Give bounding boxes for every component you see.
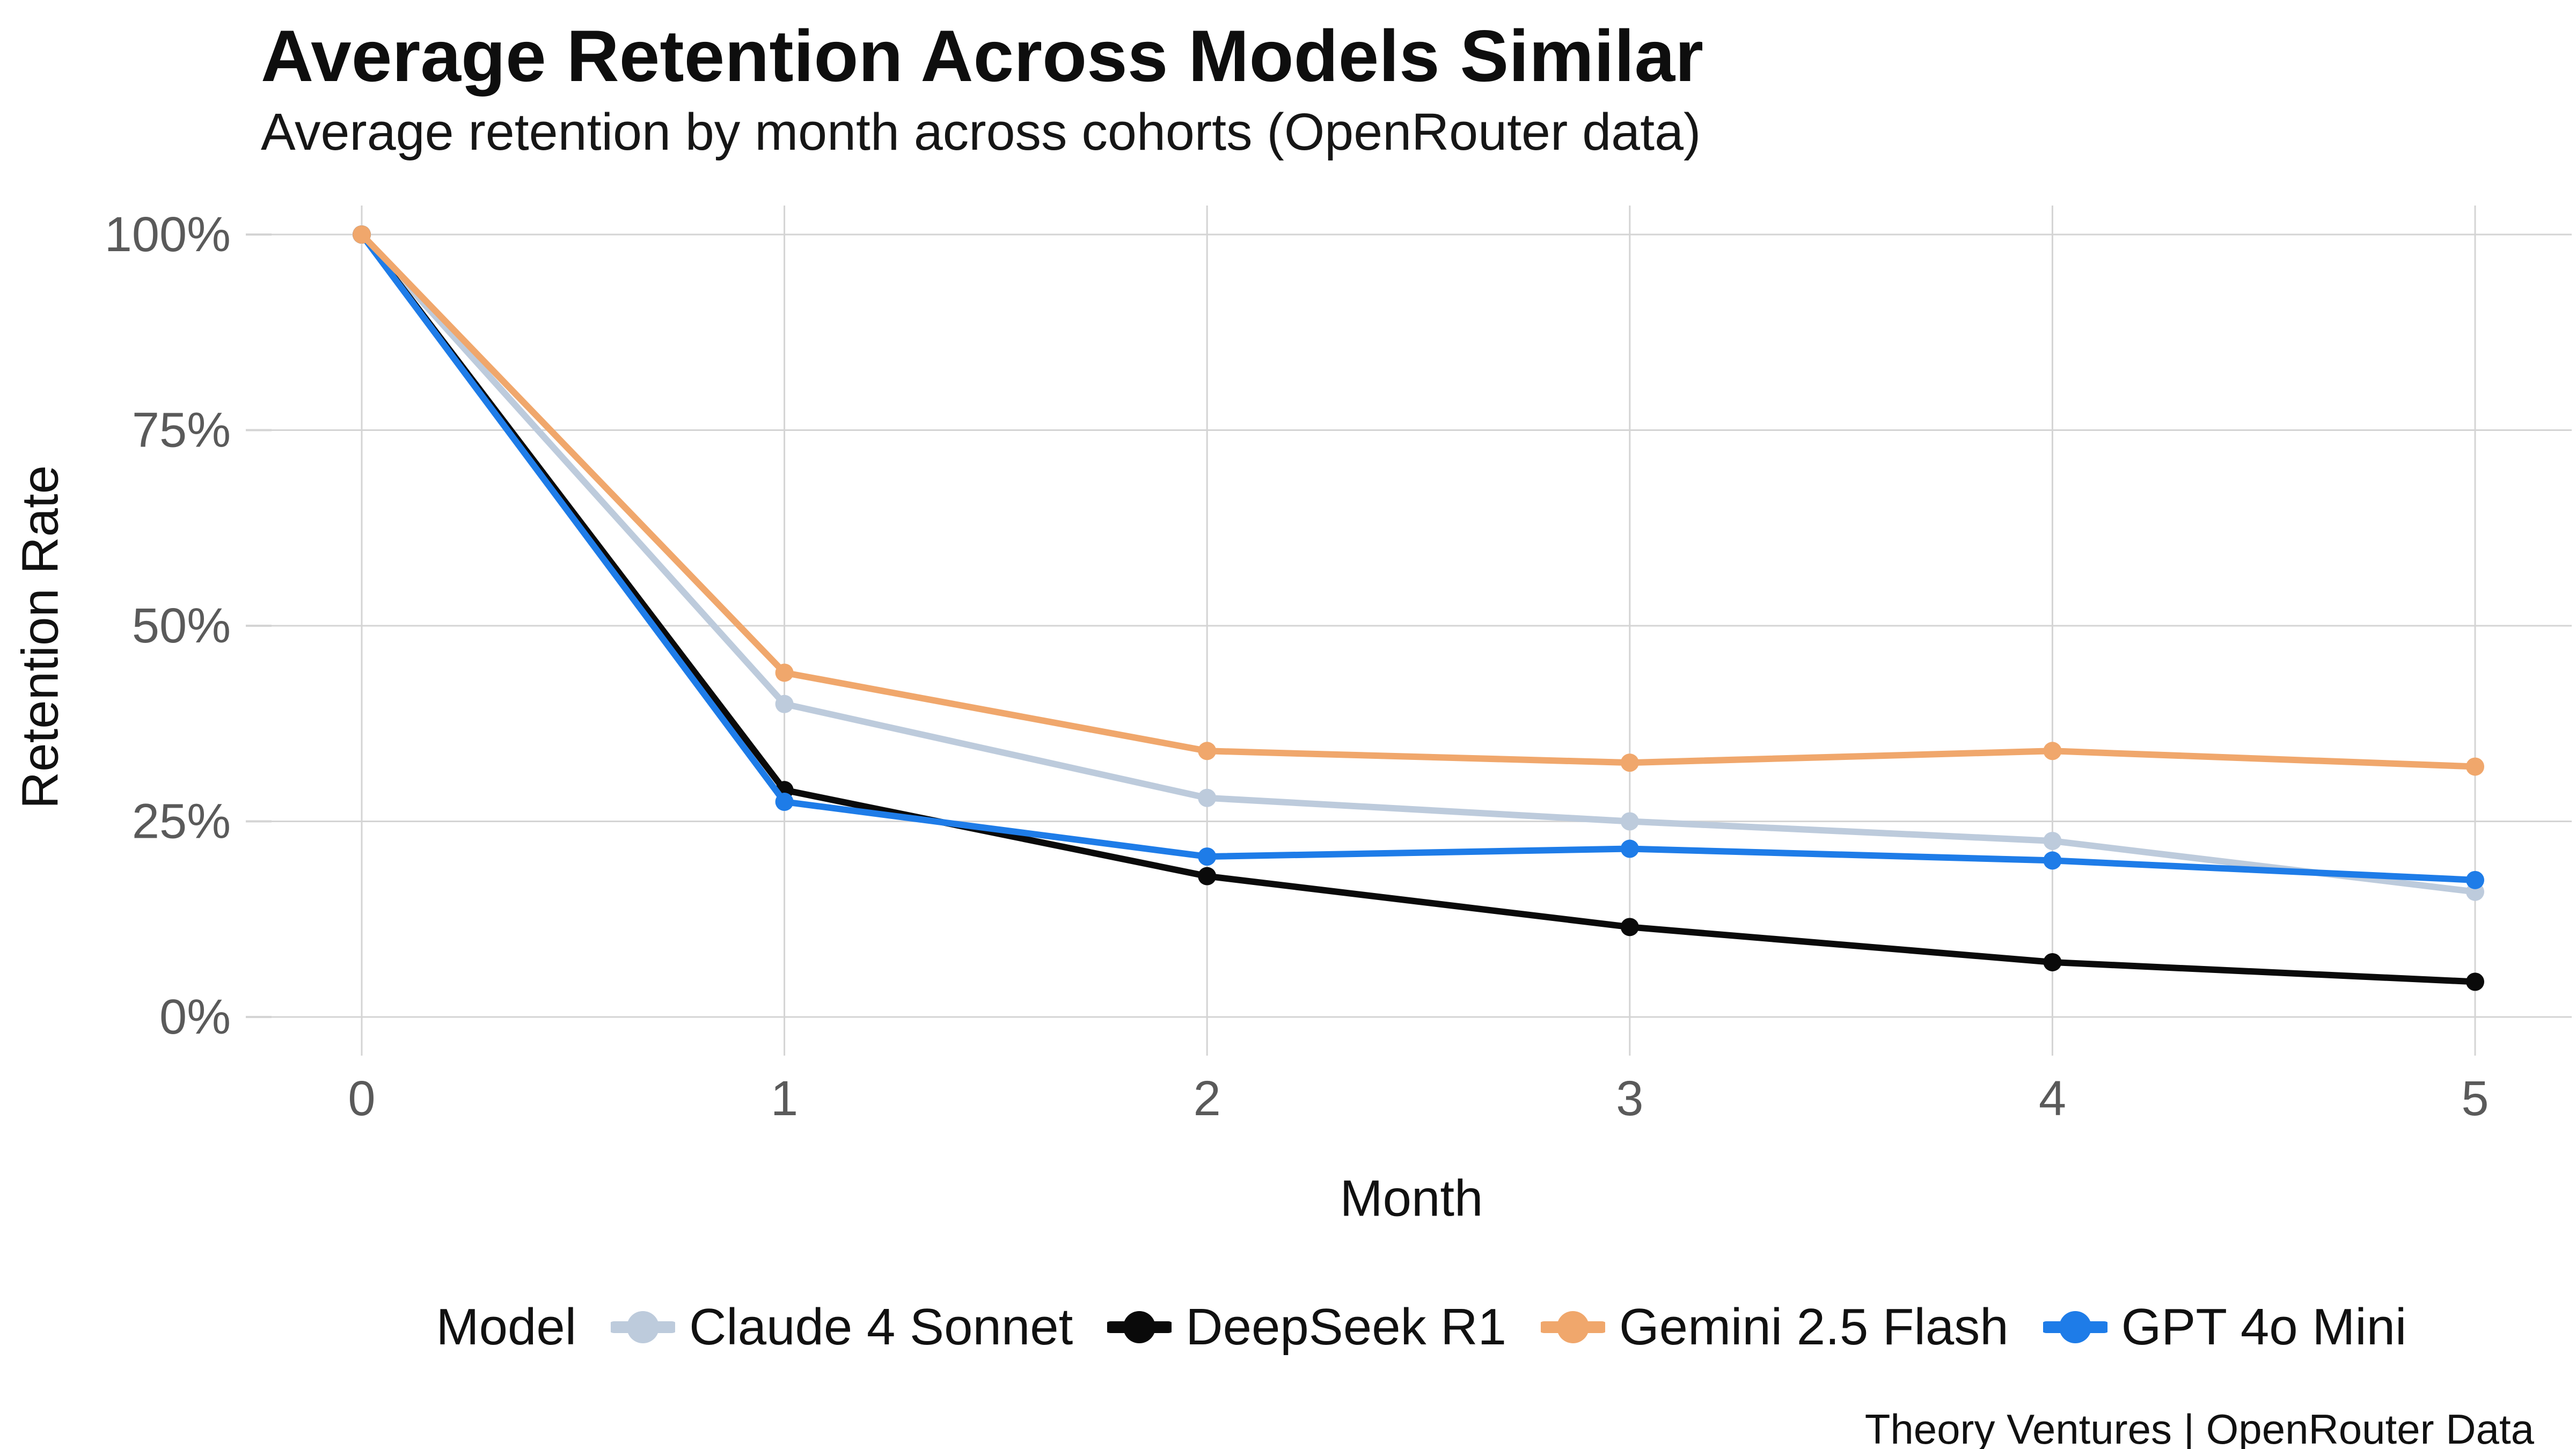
- y-axis-title: Retention Rate: [12, 465, 69, 809]
- y-tick-label: 50%: [132, 598, 231, 653]
- source-credit: Theory Ventures | OpenRouter Data: [1864, 1406, 2534, 1449]
- data-point: [1198, 867, 1217, 885]
- y-tick-label: 75%: [132, 403, 231, 458]
- x-tick-label: 1: [771, 1071, 798, 1126]
- data-point: [1198, 742, 1217, 760]
- x-tick-label: 3: [1616, 1071, 1643, 1126]
- data-point: [2043, 851, 2062, 870]
- legend-marker-icon: [1541, 1311, 1605, 1343]
- data-point: [2043, 831, 2062, 850]
- data-point: [775, 793, 794, 811]
- x-tick-label: 0: [348, 1071, 375, 1126]
- data-point: [2043, 742, 2062, 760]
- data-point: [2466, 972, 2484, 991]
- legend-item-gemini-2-5-flash: Gemini 2.5 Flash: [1541, 1298, 2009, 1357]
- series-line-claude-4-sonnet: [358, 231, 2478, 895]
- data-point: [1620, 918, 1639, 936]
- data-point: [353, 225, 371, 244]
- legend-marker-icon: [611, 1311, 676, 1343]
- chart-legend: Model Claude 4 Sonnet DeepSeek R1 Gemini 2…: [271, 1287, 2572, 1367]
- data-point: [1198, 847, 1217, 866]
- data-point: [775, 694, 794, 713]
- y-tick-label: 100%: [105, 207, 231, 262]
- legend-item-label: Gemini 2.5 Flash: [1619, 1298, 2009, 1356]
- chart-title: Average Retention Across Models Similar: [261, 15, 1704, 97]
- legend-title: Model: [436, 1298, 577, 1356]
- data-point: [2043, 953, 2062, 971]
- data-point: [1620, 753, 1639, 772]
- data-point: [2466, 870, 2484, 889]
- y-tick-label: 0%: [159, 990, 231, 1044]
- chart-subtitle: Average retention by month across cohort…: [261, 103, 1701, 161]
- legend-item-label: Claude 4 Sonnet: [689, 1298, 1073, 1356]
- legend-item-claude-4-sonnet: Claude 4 Sonnet: [611, 1298, 1073, 1357]
- data-point: [775, 663, 794, 682]
- y-tick-label: 25%: [132, 794, 231, 849]
- legend-marker-icon: [2043, 1311, 2107, 1343]
- x-axis-title: Month: [1340, 1170, 1483, 1227]
- legend-item-deepseek-r1: DeepSeek R1: [1107, 1298, 1506, 1357]
- legend-marker-icon: [1107, 1311, 1172, 1343]
- series-line-gemini-2-5-flash: [358, 231, 2478, 770]
- x-tick-label: 2: [1194, 1071, 1221, 1126]
- data-point: [2466, 757, 2484, 776]
- data-point: [1198, 788, 1217, 807]
- x-tick-label: 5: [2461, 1071, 2489, 1126]
- series-line-deepseek-r1: [358, 231, 2478, 985]
- legend-item-label: DeepSeek R1: [1185, 1298, 1506, 1356]
- legend-item-label: GPT 4o Mini: [2121, 1298, 2407, 1356]
- data-point: [1620, 812, 1639, 831]
- x-tick-label: 4: [2039, 1071, 2066, 1126]
- data-point: [1620, 839, 1639, 858]
- series-line-gpt-4o-mini: [358, 231, 2478, 883]
- legend-item-gpt-4o-mini: GPT 4o Mini: [2043, 1298, 2407, 1357]
